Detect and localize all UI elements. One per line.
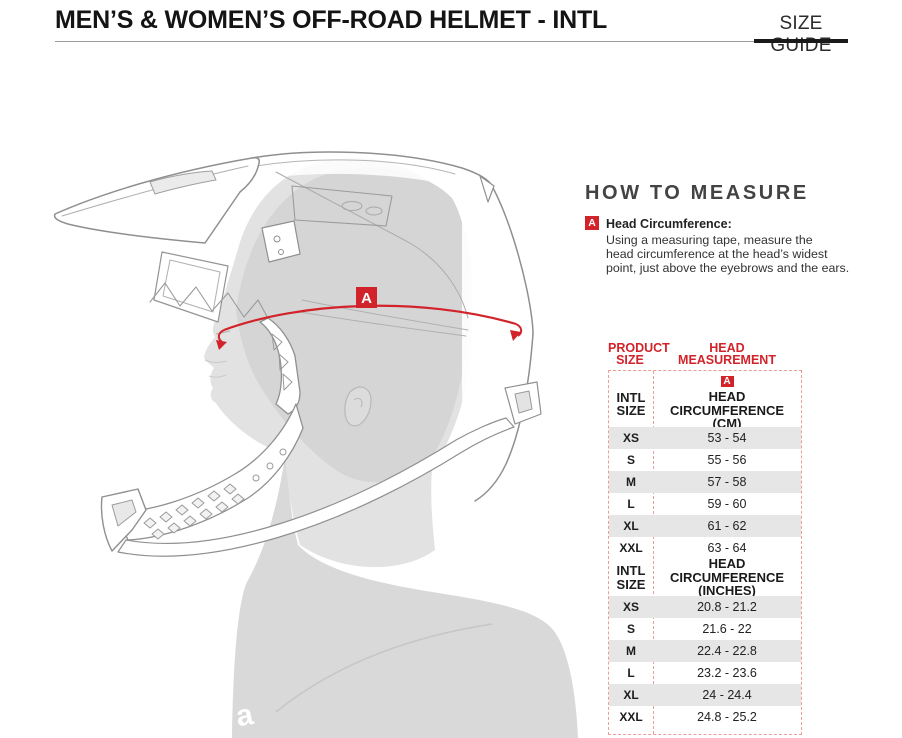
shoulder-brand-logo: a: [233, 698, 255, 733]
table-row: M 22.4 - 22.8: [609, 640, 801, 662]
table-row: XS 53 - 54: [609, 427, 801, 449]
section-header-inches: INTL SIZE HEAD CIRCUMFERENCE (INCHES): [609, 556, 801, 599]
crown-vent-panel: [291, 185, 393, 227]
description-line: point, just above the eyebrows and the e…: [606, 261, 850, 276]
helmet-measurement-illustration: a: [53, 151, 578, 738]
column-header-head-measurement: HEAD MEASUREMENT: [678, 341, 776, 367]
table-row: XL 61 - 62: [609, 515, 801, 537]
table-column-divider: [653, 371, 654, 734]
column-header-product-size: PRODUCT SIZE: [608, 341, 670, 367]
section-header-cm: INTL SIZE A HEAD CIRCUMFERENCE (CM): [609, 371, 801, 430]
svg-text:A: A: [361, 290, 372, 307]
size-guide-tab[interactable]: SIZE GUIDE: [770, 13, 832, 56]
measure-marker-badge: A: [356, 287, 377, 308]
table-row: S 21.6 - 22: [626, 622, 752, 636]
table-row: XL 24 - 24.4: [609, 684, 801, 706]
eyebrow-line: [215, 330, 231, 335]
table-row: S 55 - 56: [626, 453, 747, 467]
table-row: L 59 - 60: [627, 497, 747, 511]
intl-size-header: INTL SIZE: [616, 389, 646, 418]
helmet-outline: [53, 151, 542, 557]
measure-item-badge: A: [585, 216, 599, 230]
size-table: INTL SIZE A HEAD CIRCUMFERENCE (CM) XS 53…: [608, 370, 802, 735]
table-row: M 57 - 58: [609, 471, 801, 493]
description-line: Using a measuring tape, measure the: [606, 233, 813, 247]
peak-vent-slot: [149, 170, 217, 195]
eyeport-pillar: [259, 317, 301, 415]
measure-header-cm: HEAD CIRCUMFERENCE (CM): [669, 389, 785, 431]
measure-header-inches: HEAD CIRCUMFERENCE (INCHES): [669, 556, 785, 599]
table-row: XS 20.8 - 21.2: [609, 596, 801, 618]
jaw-frame: [115, 403, 304, 541]
how-to-measure-heading: HOW TO MEASURE: [585, 182, 809, 204]
table-row: XXL 63 - 64: [619, 541, 747, 555]
table-column-headers: PRODUCT SIZE HEAD MEASUREMENT: [608, 341, 802, 367]
ear: [344, 386, 372, 427]
table-measure-badge: A: [720, 376, 734, 387]
visor-pivot-plate: [261, 220, 301, 263]
intl-size-header: INTL SIZE: [616, 563, 646, 592]
rear-spoiler: [479, 175, 495, 203]
header-divider: [55, 39, 848, 43]
chin-diamond-vents: [143, 483, 245, 540]
size-guide-underline: [754, 39, 848, 43]
page-title: MEN’S & WOMEN’S OFF-ROAD HELMET - INTL: [55, 6, 608, 34]
measure-item-description: Using a measuring tape, measure the head…: [606, 233, 849, 276]
table-row: XXL 24.8 - 25.2: [619, 710, 757, 724]
description-line: head circumference at the head’s widest: [606, 247, 828, 262]
table-row: L 23.2 - 23.6: [627, 666, 757, 680]
helmet-bottom-rim: [117, 417, 515, 557]
measure-item-label: Head Circumference:: [606, 217, 732, 231]
front-truss-lattice: [149, 282, 271, 323]
